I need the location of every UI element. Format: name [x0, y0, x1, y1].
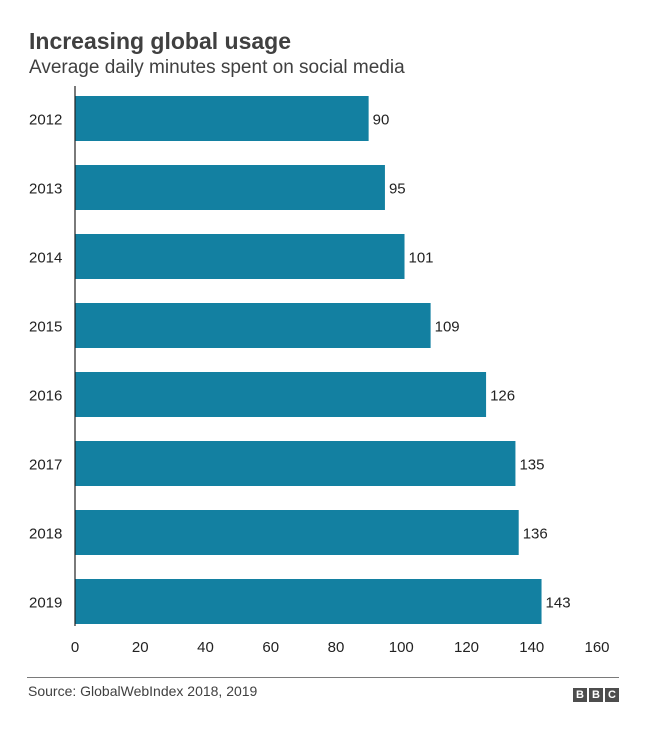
source-note: Source: GlobalWebIndex 2018, 2019: [28, 683, 258, 699]
x-tick-label-80: 80: [328, 639, 345, 656]
category-label-2014: 2014: [29, 250, 62, 267]
data-label-2013: 95: [389, 181, 406, 198]
x-tick-label-100: 100: [389, 639, 414, 656]
category-label-2019: 2019: [29, 595, 62, 612]
x-tick-label-0: 0: [71, 639, 79, 656]
x-tick-label-20: 20: [132, 639, 149, 656]
data-label-2016: 126: [490, 388, 515, 405]
category-label-2017: 2017: [29, 457, 62, 474]
bar-2018: [75, 510, 519, 555]
x-tick-label-120: 120: [454, 639, 479, 656]
category-label-2013: 2013: [29, 181, 62, 198]
category-label-2018: 2018: [29, 526, 62, 543]
data-label-2014: 101: [409, 250, 434, 267]
data-label-2019: 143: [546, 595, 571, 612]
bar-2019: [75, 579, 542, 624]
bar-2012: [75, 96, 369, 141]
category-label-2016: 2016: [29, 388, 62, 405]
category-label-2012: 2012: [29, 112, 62, 129]
chart-title: Increasing global usage: [29, 28, 292, 54]
x-tick-label-40: 40: [197, 639, 214, 656]
data-label-2015: 109: [435, 319, 460, 336]
bbc-logo-letter-2: B: [589, 688, 603, 702]
bar-2016: [75, 372, 487, 417]
bbc-logo-letter-3: C: [605, 688, 619, 702]
category-label-2015: 2015: [29, 319, 62, 336]
bar-2013: [75, 165, 385, 210]
x-tick-label-60: 60: [262, 639, 279, 656]
bar-2017: [75, 441, 516, 486]
data-label-2017: 135: [519, 457, 544, 474]
data-label-2018: 136: [523, 526, 548, 543]
bar-2015: [75, 303, 431, 348]
footer-divider: [27, 677, 619, 678]
chart-subtitle: Average daily minutes spent on social me…: [29, 57, 405, 78]
x-tick-label-140: 140: [519, 639, 544, 656]
x-tick-label-160: 160: [584, 639, 609, 656]
bbc-logo-letter-1: B: [573, 688, 587, 702]
bar-2014: [75, 234, 405, 279]
data-label-2012: 90: [373, 112, 390, 129]
bbc-logo: B B C: [573, 688, 619, 702]
